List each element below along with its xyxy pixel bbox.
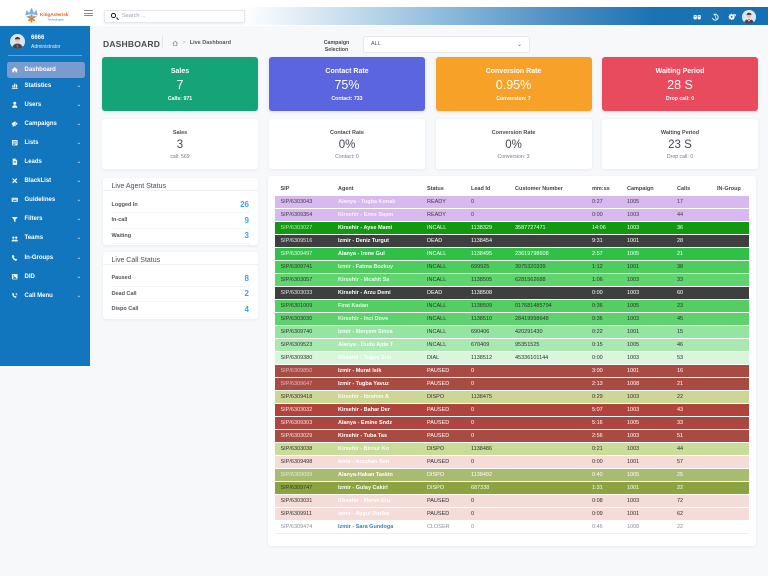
svg-text:®: ®	[68, 11, 70, 14]
svg-text:KingAsterisk: KingAsterisk	[40, 12, 69, 17]
svg-text:Technologies: Technologies	[48, 18, 65, 22]
